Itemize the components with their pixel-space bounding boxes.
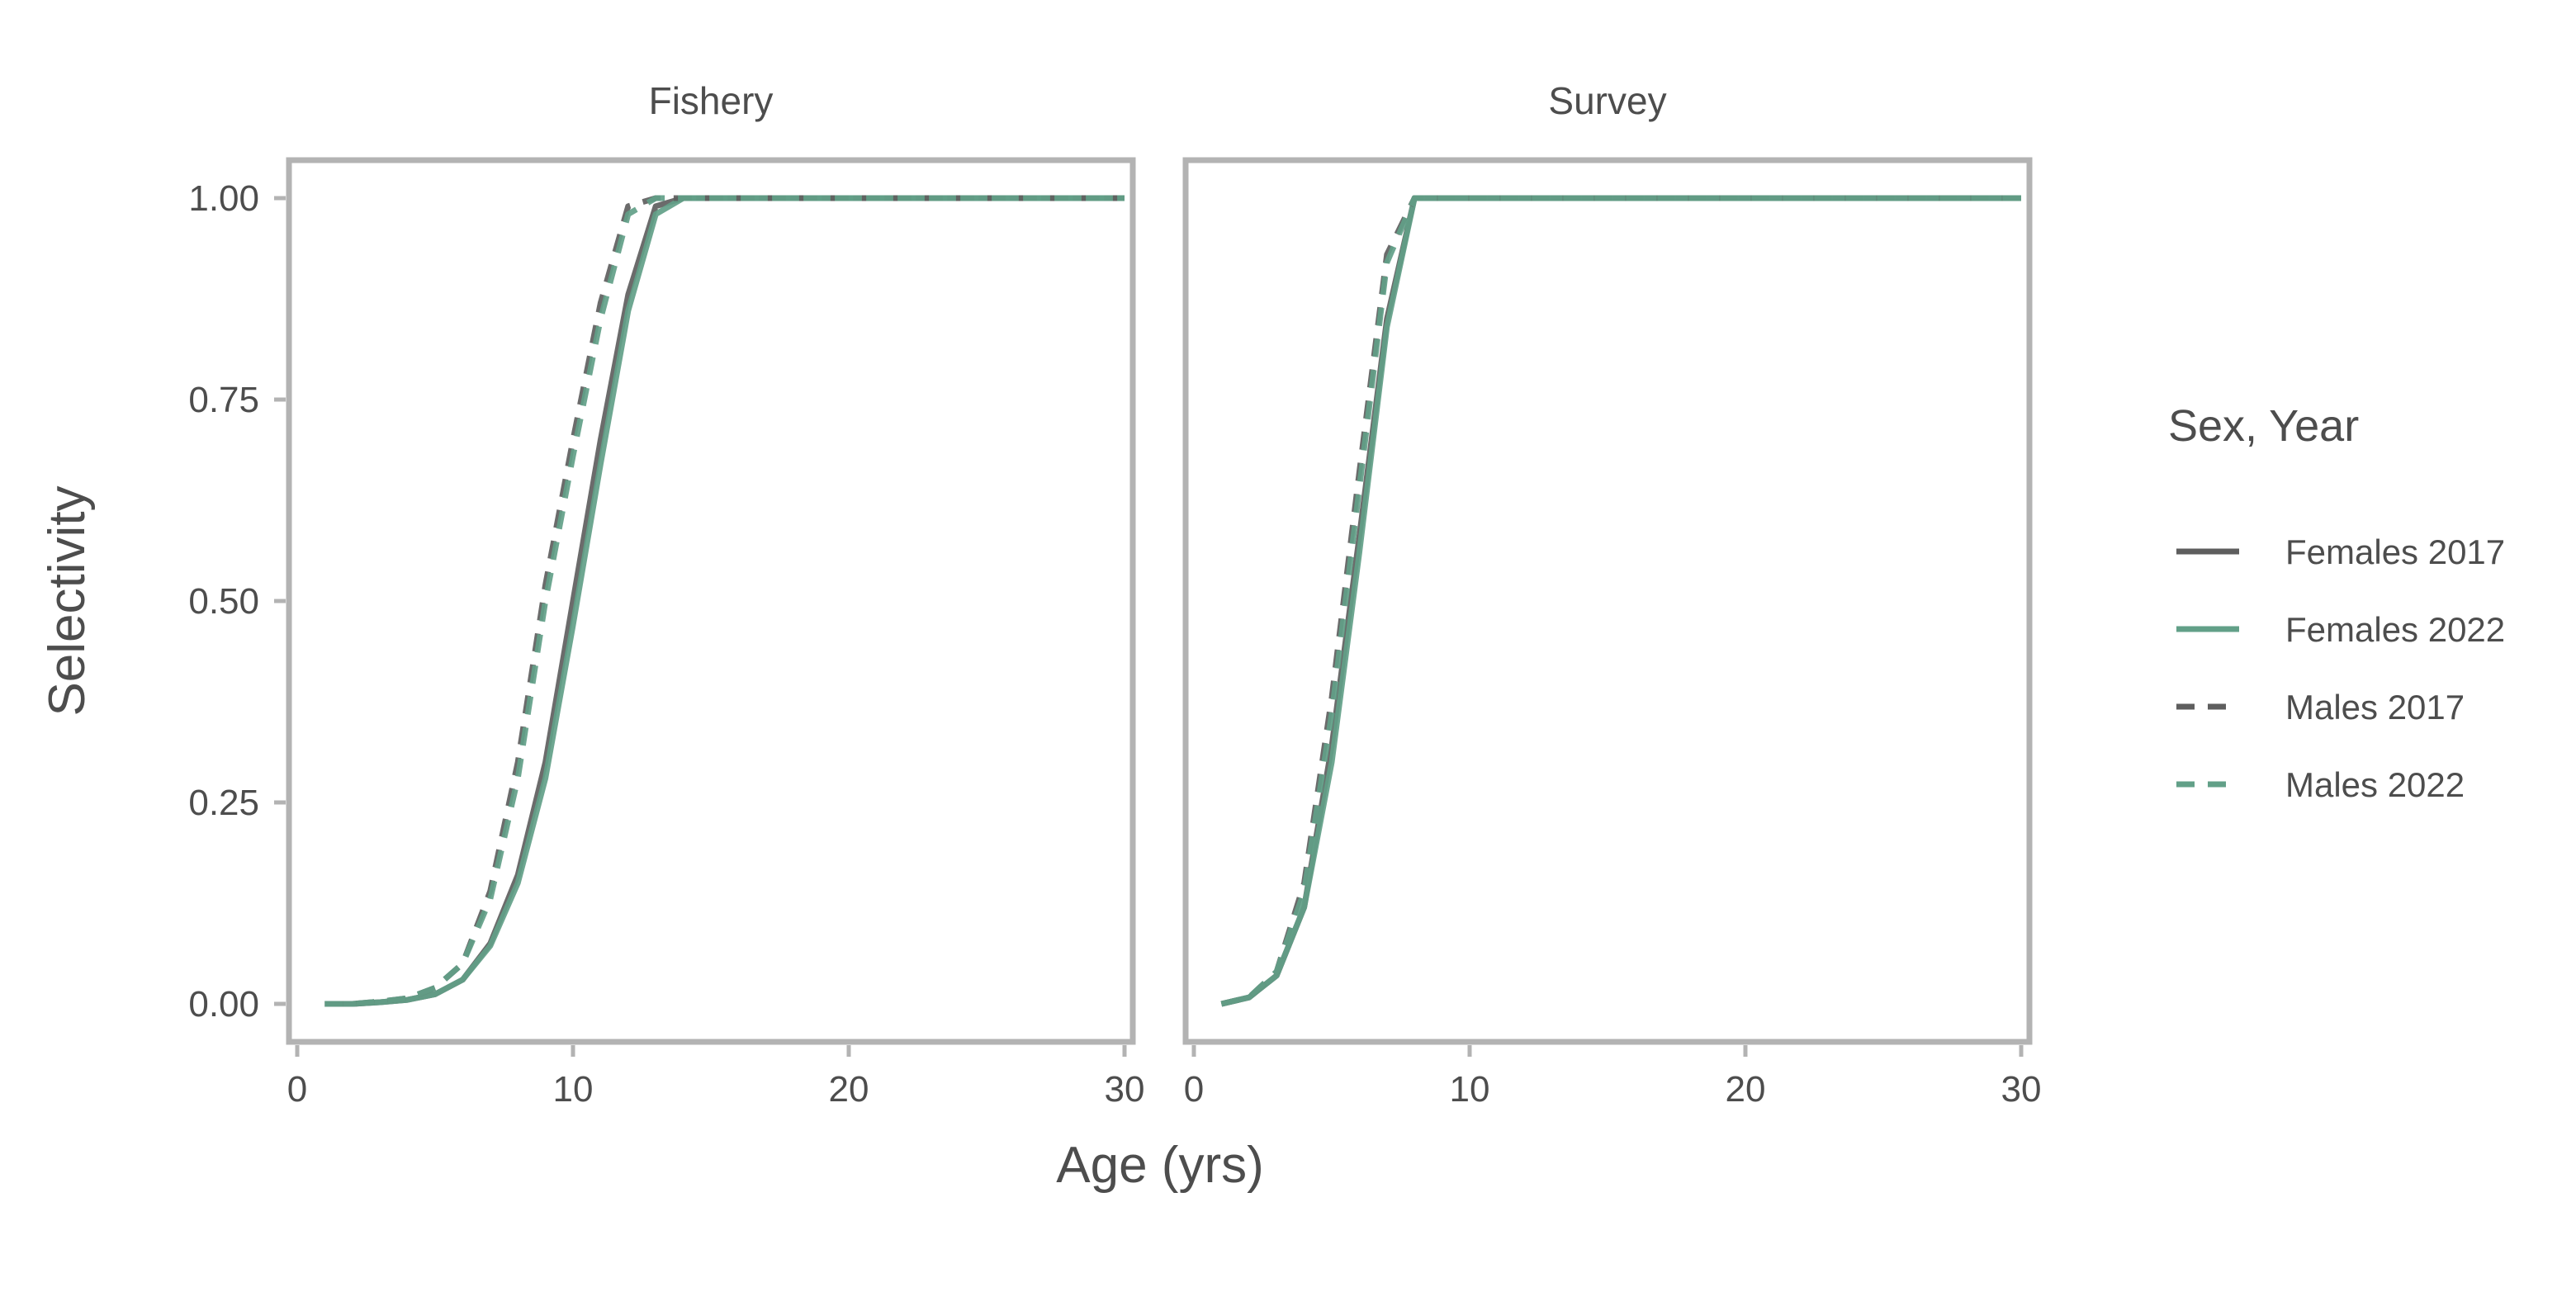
y-tick-label-0-75: 0.75 — [188, 380, 259, 420]
legend-title: Sex, Year — [2168, 401, 2359, 451]
x-tick-label-survey-20: 20 — [1726, 1069, 1766, 1110]
legend-label-females-2017: Females 2017 — [2285, 532, 2505, 571]
series-line-survey-males-2022 — [1220, 195, 2021, 1007]
x-tick-label-survey-0: 0 — [1184, 1069, 1204, 1110]
y-tick-label-0-50: 0.50 — [188, 581, 259, 622]
x-tick-label-fishery-30: 30 — [1105, 1069, 1145, 1110]
x-tick-label-survey-10: 10 — [1450, 1069, 1490, 1110]
series-line-fishery-males-2017 — [324, 195, 1125, 1007]
legend-label-females-2022: Females 2022 — [2285, 610, 2505, 649]
x-tick-label-fishery-20: 20 — [829, 1069, 869, 1110]
x-tick-label-survey-30: 30 — [2001, 1069, 2042, 1110]
legend-label-males-2017: Males 2017 — [2285, 688, 2465, 726]
series-line-fishery-males-2022 — [324, 195, 1125, 1007]
legend-label-males-2022: Males 2022 — [2285, 765, 2465, 804]
panel-title-fishery: Fishery — [649, 79, 774, 122]
series-line-fishery-females-2017 — [324, 195, 1125, 1007]
y-tick-label-0-00: 0.00 — [188, 984, 259, 1025]
series-line-fishery-females-2022 — [324, 195, 1125, 1007]
x-axis-title: Age (yrs) — [1056, 1137, 1263, 1194]
y-tick-label-0-25: 0.25 — [188, 783, 259, 823]
x-tick-label-fishery-0: 0 — [287, 1069, 307, 1110]
series-line-survey-males-2017 — [1220, 195, 2021, 1007]
panel-title-survey: Survey — [1548, 79, 1666, 122]
panel-border-survey — [1182, 157, 2033, 1045]
y-axis-title: Selectivity — [39, 485, 96, 716]
panel-border-fishery — [286, 157, 1136, 1045]
y-tick-label-1-00: 1.00 — [188, 178, 259, 219]
x-tick-label-fishery-10: 10 — [553, 1069, 594, 1110]
